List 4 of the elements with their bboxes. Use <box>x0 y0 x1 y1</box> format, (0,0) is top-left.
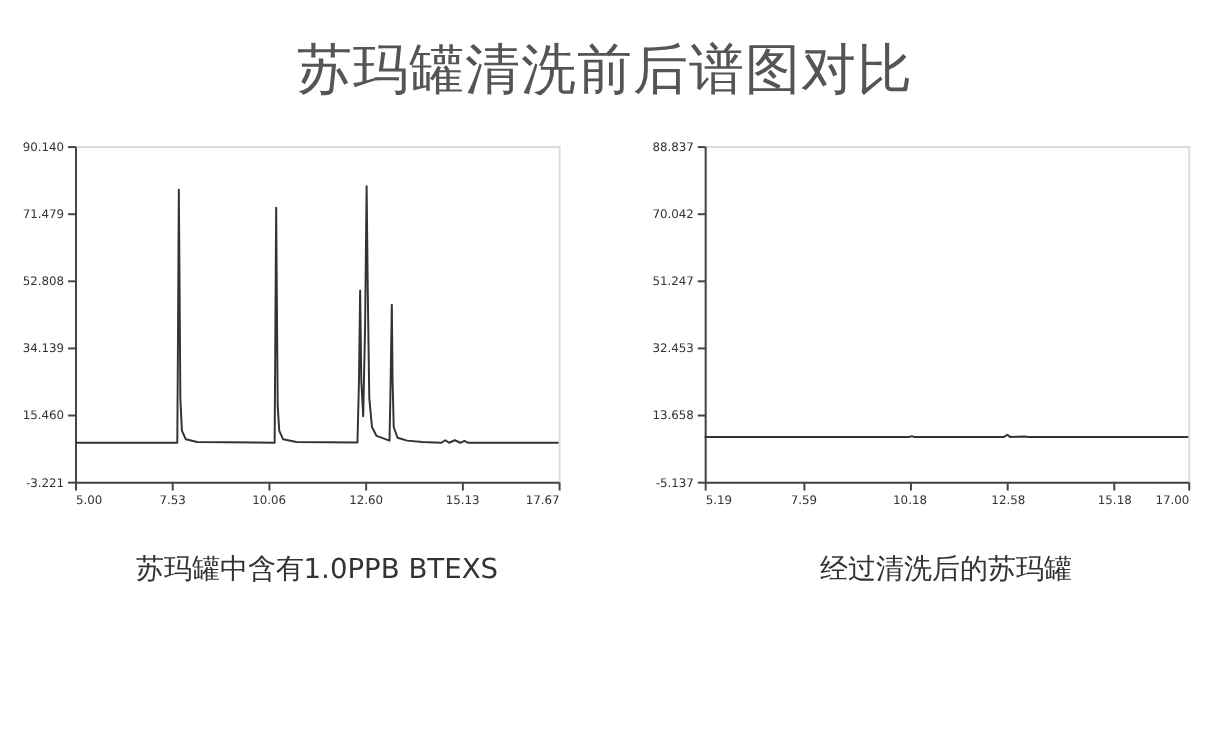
text: 苏玛罐中含有1.0PPB BTEXS <box>135 554 499 587</box>
chart-title: 苏玛罐清洗前后谱图对比 <box>297 35 914 102</box>
line-series <box>74 185 560 444</box>
text: 经过清洗后的苏玛罐 <box>820 554 1073 587</box>
